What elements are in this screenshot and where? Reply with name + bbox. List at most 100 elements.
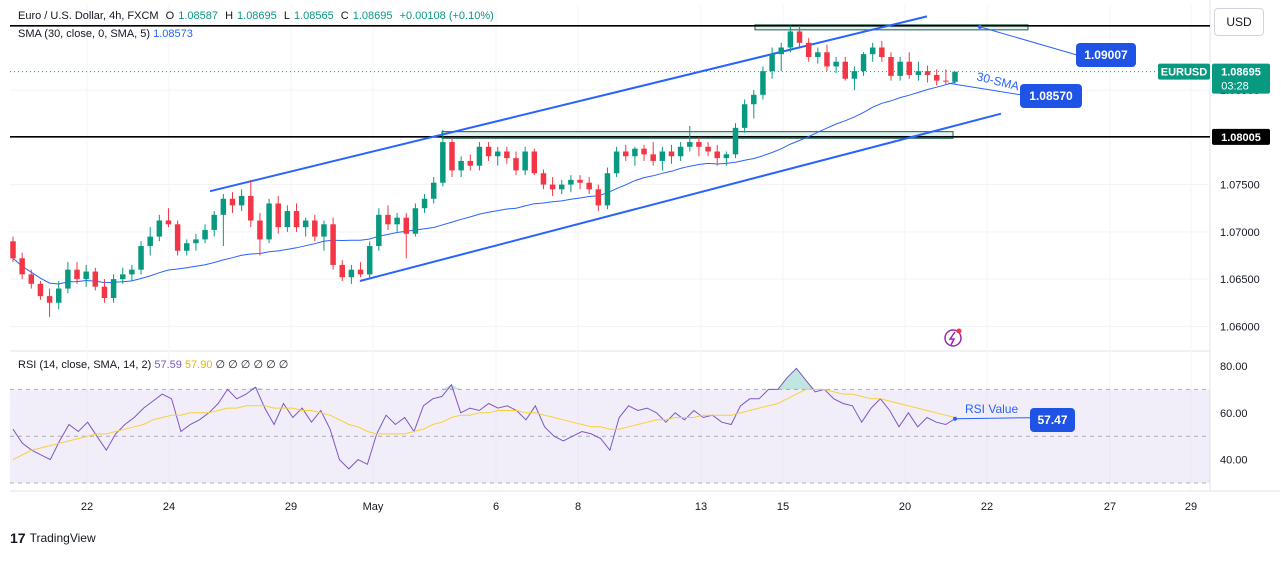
candle-body bbox=[19, 258, 25, 275]
candle-body bbox=[394, 217, 400, 225]
candle-body bbox=[174, 224, 181, 251]
resistance-callout-connector bbox=[979, 26, 1078, 56]
candle-body bbox=[321, 224, 327, 237]
sma-callout: 1.08570 bbox=[1029, 89, 1073, 103]
rsi-legend[interactable]: RSI (14, close, SMA, 14, 2) 57.59 57.90 … bbox=[18, 358, 288, 371]
candle-body bbox=[28, 274, 35, 284]
candle-body bbox=[924, 71, 931, 75]
candle-body bbox=[650, 154, 656, 161]
rsi-callout-connector bbox=[954, 417, 1031, 420]
y-tick-label: 1.06500 bbox=[1220, 274, 1260, 286]
candle-body bbox=[677, 146, 684, 157]
change-value: +0.00108 (+0.10%) bbox=[399, 10, 494, 22]
resistance-callout-dot bbox=[978, 24, 982, 29]
rsi-y-tick-label: 80.00 bbox=[1220, 361, 1248, 373]
x-tick-label: May bbox=[363, 501, 384, 513]
open-label: O bbox=[165, 10, 175, 22]
candle-body bbox=[257, 220, 263, 240]
rsi-callout-dot bbox=[953, 416, 957, 421]
candle-body bbox=[229, 198, 236, 206]
candle-body bbox=[860, 54, 867, 72]
candle-body bbox=[705, 146, 711, 152]
open-value: 1.08587 bbox=[178, 10, 218, 22]
low-label: L bbox=[283, 10, 290, 22]
sma-label: SMA (30, close, 0, SMA, 5) bbox=[18, 28, 151, 40]
candle-body bbox=[613, 151, 620, 174]
candle-body bbox=[467, 160, 474, 166]
candle-body bbox=[851, 71, 858, 79]
candle-body bbox=[275, 203, 281, 228]
candle-body bbox=[815, 52, 821, 57]
candle-body bbox=[897, 61, 903, 76]
candle-body bbox=[833, 61, 839, 67]
x-tick-label: 27 bbox=[1104, 501, 1116, 513]
candle-body bbox=[549, 184, 556, 190]
candle-body bbox=[915, 71, 922, 75]
candle-body bbox=[696, 142, 702, 147]
x-tick-label: 29 bbox=[285, 501, 297, 513]
candle-body bbox=[531, 151, 538, 174]
candle-body bbox=[357, 269, 364, 275]
candle-body bbox=[165, 220, 172, 225]
x-tick-label: 20 bbox=[899, 501, 911, 513]
currency-button[interactable]: USD bbox=[1214, 8, 1264, 36]
candle-body bbox=[376, 214, 382, 247]
candle-body bbox=[440, 142, 446, 183]
sma-legend[interactable]: SMA (30, close, 0, SMA, 5) 1.08573 bbox=[18, 28, 193, 40]
rsi-y-tick-label: 40.00 bbox=[1220, 455, 1248, 467]
candle-body bbox=[101, 286, 108, 299]
candle-body bbox=[193, 239, 199, 244]
candle-body bbox=[869, 47, 876, 55]
price-grid bbox=[10, 0, 1280, 492]
y-tick-label: 1.07500 bbox=[1220, 180, 1260, 192]
last-price-tag-bg bbox=[1212, 63, 1270, 94]
candle-body bbox=[65, 269, 71, 289]
countdown-tag: 03:28 bbox=[1221, 81, 1249, 93]
x-tick-label: 6 bbox=[493, 501, 499, 513]
candle-body bbox=[449, 142, 455, 171]
rsi-overbought-fill bbox=[246, 368, 816, 390]
candle-body bbox=[787, 31, 794, 48]
high-label: H bbox=[225, 10, 234, 22]
candle-body bbox=[92, 271, 99, 287]
rsi-callout-bg bbox=[1030, 408, 1075, 432]
sma-value: 1.08573 bbox=[153, 28, 193, 40]
y-tick-label: 1.06000 bbox=[1220, 321, 1260, 333]
candle-body bbox=[138, 246, 144, 270]
candle-body bbox=[824, 52, 830, 67]
candle-body bbox=[513, 158, 519, 171]
lightning-icon bbox=[944, 329, 962, 347]
close-label: C bbox=[340, 10, 349, 22]
candle-body bbox=[796, 31, 803, 43]
high-value: 1.08695 bbox=[237, 10, 277, 22]
lightning-bolt bbox=[948, 331, 956, 346]
candle-body bbox=[723, 154, 730, 159]
brand-footer[interactable]: 17 TradingView bbox=[10, 530, 96, 546]
candle-body bbox=[540, 173, 547, 185]
sma-layer bbox=[12, 81, 956, 285]
upper-channel-line bbox=[209, 15, 928, 193]
candle-body bbox=[366, 246, 373, 275]
candle-body bbox=[403, 217, 410, 234]
resistance-callout: 1.09007 bbox=[1084, 48, 1128, 62]
candle-body bbox=[147, 236, 153, 247]
rsi-callout: 57.47 bbox=[1037, 413, 1067, 427]
rsi-line bbox=[12, 367, 956, 470]
candle-body bbox=[568, 179, 574, 185]
candle-body bbox=[485, 146, 492, 157]
candle-body bbox=[623, 151, 629, 157]
candle-body bbox=[421, 198, 428, 209]
candle-body bbox=[46, 296, 53, 303]
candle-body bbox=[769, 54, 775, 72]
rsi-ma-value: 57.90 bbox=[184, 359, 213, 371]
candle-body bbox=[430, 182, 437, 199]
candle-body bbox=[714, 151, 720, 159]
candle-body bbox=[595, 189, 602, 206]
candle-body bbox=[156, 220, 163, 237]
rsi-text-label: RSI Value bbox=[965, 402, 1018, 416]
candle-body bbox=[129, 269, 135, 275]
candle-body bbox=[312, 220, 318, 237]
x-tick-label: 22 bbox=[981, 501, 993, 513]
